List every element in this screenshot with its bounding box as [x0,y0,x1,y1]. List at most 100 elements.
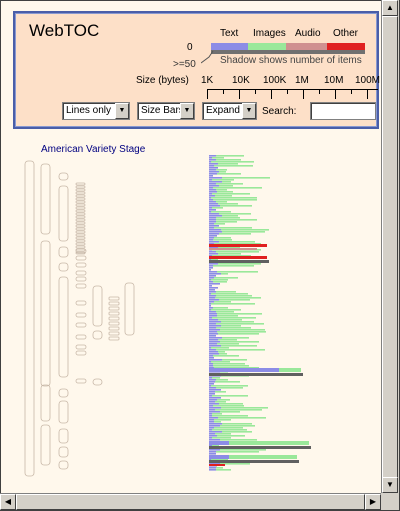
size-bar-text[interactable] [209,393,215,395]
size-bar-text[interactable] [209,275,216,277]
toc-node[interactable] [75,322,87,328]
size-bar-text[interactable] [209,343,217,345]
size-bar-text[interactable] [209,425,220,427]
size-bar-text[interactable] [209,331,217,333]
size-bar-images[interactable] [216,327,251,329]
size-bar-images[interactable] [216,189,227,191]
toc-node[interactable] [108,316,120,321]
size-bar-text[interactable] [209,229,221,231]
size-bar-images[interactable] [219,171,226,173]
vertical-scroll-thumb[interactable] [382,16,398,478]
size-bar-text[interactable] [209,263,218,265]
size-bar-images[interactable] [216,221,237,223]
toc-node[interactable] [92,330,103,340]
toc-node[interactable] [58,460,69,470]
toc-node[interactable] [75,224,86,228]
size-bar-images[interactable] [215,409,262,411]
size-bar-text[interactable] [209,161,211,163]
size-bar-text[interactable] [209,367,214,369]
size-bar-shadow[interactable] [209,260,269,263]
toc-node[interactable] [75,185,86,189]
toc-node[interactable] [75,200,86,204]
size-bar-text[interactable] [209,419,214,421]
size-bar-text[interactable] [209,235,217,237]
toc-node[interactable] [58,428,69,444]
size-bar-text[interactable] [209,179,212,181]
toc-node[interactable] [75,344,87,350]
size-bar-images[interactable] [211,161,254,163]
size-bar-text[interactable] [209,169,216,171]
size-bar-text[interactable] [209,431,222,433]
size-bar-text[interactable] [209,305,211,307]
toc-node[interactable] [75,233,86,237]
toc-node[interactable] [24,160,35,477]
size-bar-images[interactable] [215,381,240,383]
size-bar-text[interactable] [209,455,229,459]
toc-node[interactable] [75,218,86,222]
size-bar-text[interactable] [209,321,221,323]
toc-node[interactable] [75,262,87,268]
size-bar-images[interactable] [215,433,231,435]
toc-node[interactable] [75,191,86,195]
size-bar-images[interactable] [212,193,250,195]
size-bar-images[interactable] [213,363,245,365]
size-bar-images[interactable] [215,391,226,393]
toc-node[interactable] [75,215,86,219]
size-bar-images[interactable] [220,425,255,427]
size-bar-images[interactable] [211,309,241,311]
size-bar-text[interactable] [209,405,213,407]
toc-node[interactable] [75,203,86,207]
toc-node[interactable] [124,282,135,336]
size-bar-text[interactable] [209,259,211,261]
size-bar-images[interactable] [212,415,248,417]
size-bar-text[interactable] [209,391,215,393]
size-bar-images[interactable] [216,451,259,453]
size-bar-images[interactable] [214,427,243,429]
size-bar-images[interactable] [221,229,269,231]
horizontal-scrollbar[interactable]: ◀ ▶ [0,493,381,510]
size-bar-images[interactable] [216,169,227,171]
size-bar-text[interactable] [209,291,216,293]
toc-node[interactable] [75,197,86,201]
right-arrow-icon[interactable]: ▶ [365,494,381,510]
size-bar-images[interactable] [213,355,239,357]
size-bar-images[interactable] [214,277,238,279]
toc-node[interactable] [108,301,120,306]
size-bar-text[interactable] [209,273,221,275]
size-bar-images[interactable] [211,279,228,281]
toc-node[interactable] [58,185,69,242]
size-bar-images[interactable] [218,247,240,249]
toc-node[interactable] [75,242,86,246]
size-bar-text[interactable] [209,225,219,227]
size-bar-text[interactable] [209,177,222,179]
size-bar-text[interactable] [209,307,213,309]
size-bar-images[interactable] [279,368,301,372]
size-bar-text[interactable] [209,171,219,173]
size-bar-text[interactable] [209,295,216,297]
size-bar-images[interactable] [218,263,261,265]
size-bar-images[interactable] [211,385,248,387]
size-bar-text[interactable] [209,365,213,367]
size-bar-images[interactable] [221,345,257,347]
size-bar-text[interactable] [209,193,212,195]
size-bar-text[interactable] [209,339,218,341]
size-bar-text[interactable] [209,191,217,193]
size-bar-images[interactable] [217,435,245,437]
size-bar-text[interactable] [209,407,221,409]
size-bar-text[interactable] [209,281,213,283]
toc-node[interactable] [75,248,87,254]
toc-node[interactable] [75,206,86,210]
size-bar-images[interactable] [214,421,221,423]
size-bar-text[interactable] [209,387,216,389]
expand-mode-select[interactable]: Expand ▼ [202,102,257,120]
size-bar-images[interactable] [213,365,249,367]
size-bar-images[interactable] [214,419,231,421]
toc-node[interactable] [40,240,51,387]
size-bar-text[interactable] [209,283,220,285]
size-bar-images[interactable] [213,265,254,267]
toc-node[interactable] [75,270,87,276]
size-bar-text[interactable] [209,299,219,301]
size-bar-text[interactable] [209,368,279,372]
size-bar-images[interactable] [212,445,219,447]
toc-node[interactable] [40,384,51,422]
